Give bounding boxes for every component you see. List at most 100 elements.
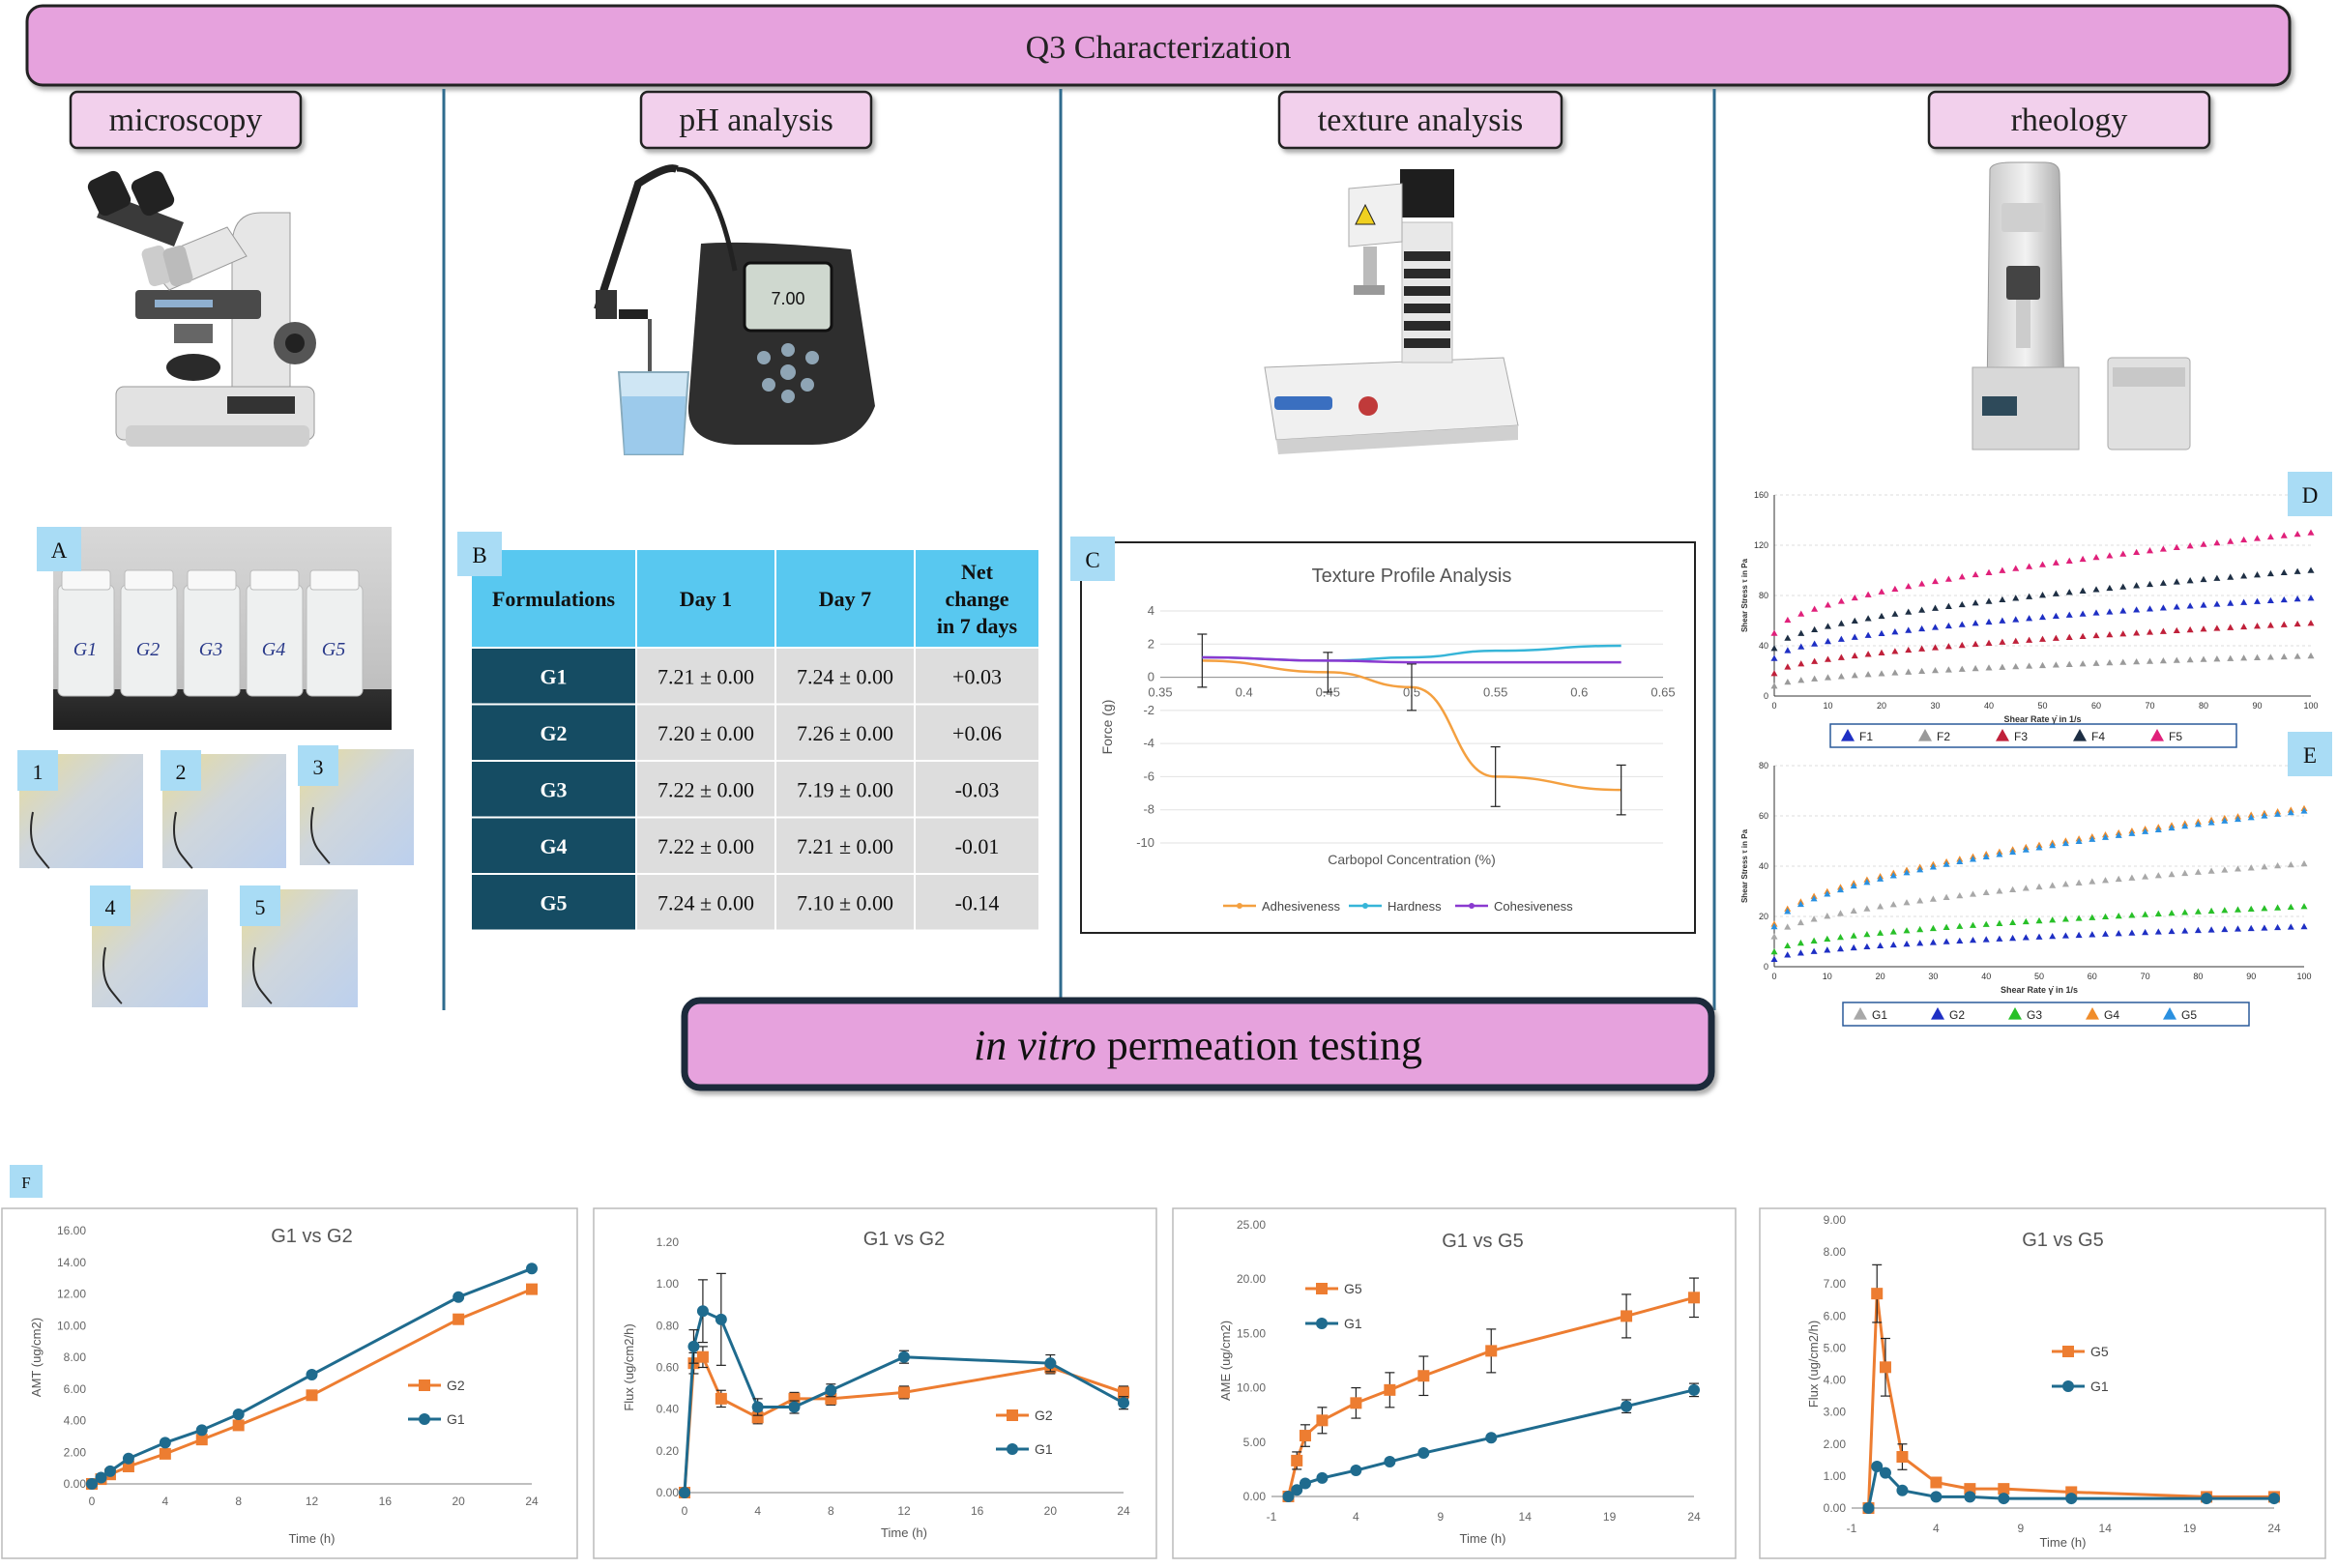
data-point [1854, 1007, 1867, 1020]
data-point [159, 1447, 171, 1460]
table-header-line: in 7 days [937, 614, 1018, 638]
data-point [1891, 585, 1899, 593]
x-tick-label: 60 [2088, 972, 2097, 981]
data-point [1956, 937, 1964, 944]
data-point [122, 1452, 134, 1465]
panel-letter-box [1070, 537, 1115, 581]
table-header-line: Net [961, 560, 994, 584]
x-tick-label: 12 [897, 1504, 911, 1518]
microscope-illustration [87, 170, 316, 447]
data-point [2022, 846, 2030, 853]
table-header-line: Day 7 [819, 587, 871, 611]
data-point [1784, 923, 1792, 930]
data-point [1850, 932, 1857, 939]
data-point [2089, 878, 2096, 885]
data-point [1916, 897, 1924, 904]
section-label: pH analysis [679, 102, 833, 138]
x-tick-label: 0.35 [1148, 685, 1172, 700]
data-point [1956, 891, 1964, 899]
data-point [2213, 574, 2221, 581]
data-point [2092, 553, 2100, 561]
data-point [2181, 822, 2189, 829]
table-cell-text: 7.24 ± 0.00 [657, 890, 754, 915]
data-point [2173, 543, 2180, 551]
data-point [1485, 1432, 1498, 1444]
ivpt-chart-flux-g1-g5: G1 vs G5 9.00 8.00 7.00 6.00 5.00 4.00 3.00 2.00… [1759, 1207, 2326, 1559]
legend-label: G3 [2027, 1008, 2042, 1022]
data-point [1918, 645, 1926, 652]
data-point [2213, 538, 2221, 546]
y-tick-label: -8 [1143, 802, 1154, 817]
data-point [1825, 623, 1831, 629]
data-point [2073, 729, 2087, 741]
x-tick-label: 20 [1877, 701, 1886, 711]
micro-label: 1 [33, 760, 44, 784]
data-point [1916, 866, 1924, 873]
data-point [1929, 939, 1937, 945]
panel-letter: F [21, 1174, 30, 1192]
x-tick-label: 24 [2267, 1522, 2281, 1535]
x-tick-label: 90 [2246, 972, 2256, 981]
panel-letter: C [1085, 548, 1099, 572]
data-point [2207, 926, 2215, 933]
x-tick-label: 70 [2145, 701, 2154, 711]
section-dividers [442, 89, 1716, 1010]
x-tick-label: 100 [2303, 701, 2318, 711]
data-point [1784, 616, 1792, 624]
table-header-text: Formulations [492, 587, 616, 611]
data-point [1916, 925, 1924, 933]
y-axis-label: Flux (ug/cm2/h) [622, 1323, 636, 1410]
data-point [2012, 662, 2020, 670]
data-point [2266, 569, 2274, 577]
data-point [2106, 630, 2114, 638]
data-point [1810, 895, 1818, 902]
y-tick-label: 16.00 [57, 1224, 86, 1237]
vial-label: G2 [136, 639, 160, 660]
data-point [1824, 913, 1831, 919]
data-point [1770, 922, 1778, 930]
data-point [715, 1392, 727, 1405]
data-point [1864, 615, 1872, 622]
data-point [2115, 831, 2122, 838]
data-point [1878, 670, 1885, 677]
data-point [2240, 654, 2248, 661]
panel-letter-box [10, 1165, 43, 1198]
data-point [86, 1478, 98, 1490]
data-point [1862, 1502, 1875, 1514]
data-point [1784, 908, 1792, 915]
data-point [1903, 940, 1911, 947]
data-point [1982, 853, 1990, 859]
data-point [2115, 875, 2122, 883]
data-point [2287, 808, 2294, 816]
data-point [1918, 580, 1926, 587]
data-point [1784, 663, 1792, 670]
legend-label: G1 [1035, 1441, 1053, 1457]
data-point [1291, 1454, 1303, 1466]
data-point [2194, 908, 2202, 915]
x-tick-label: 90 [2252, 701, 2262, 711]
y-tick-label: 20 [1759, 912, 1768, 921]
data-point [1905, 668, 1913, 675]
data-point [825, 1384, 837, 1397]
y-tick-label: 0.60 [657, 1361, 680, 1375]
ivpt-chart-flux-g1-g2: G1 vs G2 1.20 1.00 0.80 0.60 0.40 0.20 0.000 4 8 1… [593, 1207, 1157, 1559]
data-point [1770, 955, 1778, 962]
data-point [715, 1313, 727, 1325]
data-point [1896, 1484, 1909, 1496]
table-cell [470, 647, 637, 706]
data-point [2065, 611, 2073, 618]
data-point [1841, 729, 1855, 741]
data-point [2181, 909, 2189, 915]
data-point [2075, 931, 2083, 939]
data-point [1837, 620, 1845, 626]
data-point [2254, 653, 2261, 660]
x-tick-label: 100 [2296, 972, 2311, 981]
data-point [1944, 602, 1952, 609]
y-tick-label: 120 [1754, 540, 1768, 550]
table-cell-text: -0.14 [955, 890, 1000, 915]
data-point [1956, 922, 1964, 929]
data-point [1863, 879, 1871, 886]
legend-label: G1 [2090, 1379, 2109, 1394]
legend-label: G1 [1872, 1008, 1887, 1022]
